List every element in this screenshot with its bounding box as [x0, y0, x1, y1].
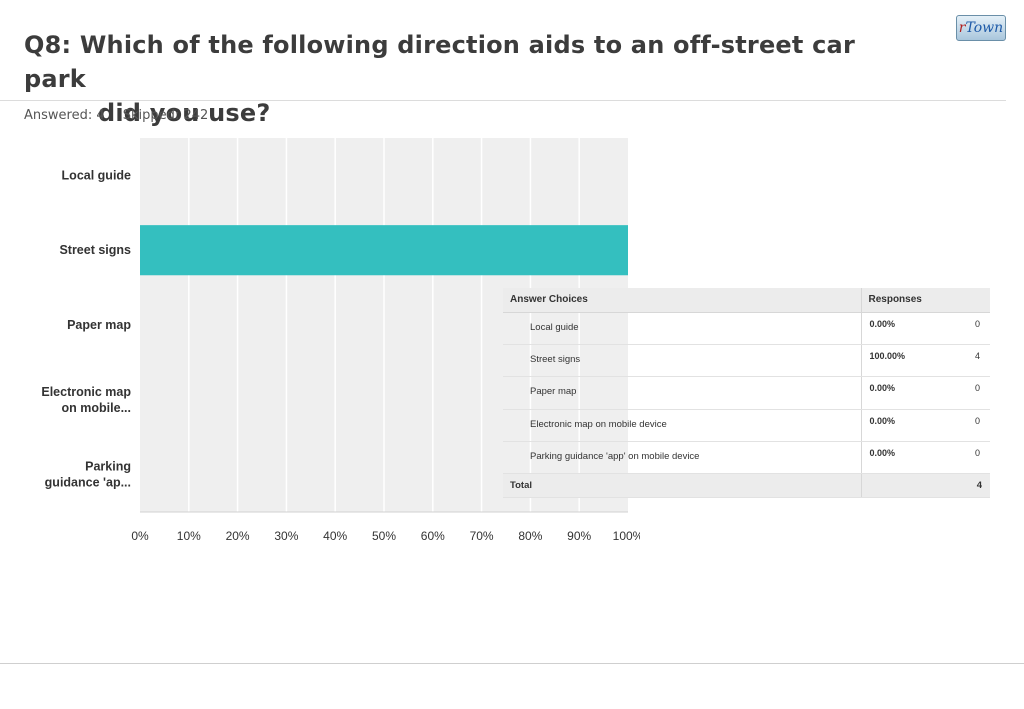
results-table: Answer Choices Responses Local guide 0.0… — [503, 288, 990, 499]
question-title-line-2: did you use? — [98, 99, 271, 127]
x-tick-label: 80% — [518, 529, 542, 543]
row-percent: 0.00% — [860, 409, 958, 443]
row-count: 4 — [957, 344, 990, 378]
total-label: Total — [503, 473, 861, 499]
answered-count: Answered: 4 — [24, 108, 105, 123]
table-total-row: Total 4 — [503, 473, 990, 499]
table-row: Electronic map on mobile device 0.00% 0 — [503, 409, 990, 443]
x-tick-label: 40% — [323, 529, 347, 543]
skipped-count: Skipped: 242 — [122, 108, 209, 123]
row-count: 0 — [957, 376, 990, 410]
row-choice: Electronic map on mobile device — [503, 409, 861, 443]
table-row: Parking guidance 'app' on mobile device … — [503, 441, 990, 475]
row-count: 0 — [957, 409, 990, 443]
category-label: Parking — [85, 460, 131, 474]
response-stats: Answered: 4 Skipped: 242 — [24, 108, 222, 123]
row-choice: Local guide — [503, 312, 861, 345]
table-row: Local guide 0.00% 0 — [503, 312, 990, 345]
x-tick-label: 0% — [131, 529, 149, 543]
row-percent: 0.00% — [860, 376, 958, 410]
category-label: Paper map — [67, 318, 131, 332]
header-divider — [0, 100, 1006, 101]
x-tick-label: 10% — [177, 529, 201, 543]
x-tick-label: 60% — [421, 529, 445, 543]
row-percent: 0.00% — [860, 441, 958, 475]
x-tick-label: 90% — [567, 529, 591, 543]
footer-divider — [0, 663, 1024, 664]
row-count: 0 — [957, 312, 990, 345]
category-label: Street signs — [59, 243, 131, 257]
row-choice: Parking guidance 'app' on mobile device — [503, 441, 861, 475]
row-percent: 0.00% — [860, 312, 958, 345]
question-title-line-1: Q8: Which of the following direction aid… — [24, 31, 855, 93]
x-tick-label: 50% — [372, 529, 396, 543]
table-row: Paper map 0.00% 0 — [503, 376, 990, 410]
row-count: 0 — [957, 441, 990, 475]
row-choice: Paper map — [503, 376, 861, 410]
bar — [140, 225, 628, 276]
rtown-logo: rTown — [956, 15, 1006, 41]
category-label: guidance 'ap... — [45, 476, 131, 490]
x-tick-label: 100% — [613, 529, 640, 543]
x-tick-label: 70% — [470, 529, 494, 543]
total-count: 4 — [860, 473, 990, 499]
category-label: Electronic map — [41, 385, 131, 399]
header-responses: Responses — [860, 288, 990, 313]
category-label: Local guide — [62, 168, 132, 182]
row-choice: Street signs — [503, 344, 861, 378]
category-label: on mobile... — [62, 401, 131, 415]
logo-letter-r: r — [958, 20, 966, 36]
x-tick-label: 20% — [226, 529, 250, 543]
question-title: Q8: Which of the following direction aid… — [24, 28, 924, 130]
x-tick-label: 30% — [274, 529, 298, 543]
logo-word-town: Town — [965, 20, 1004, 36]
table-row: Street signs 100.00% 4 — [503, 344, 990, 378]
results-table-header: Answer Choices Responses — [503, 288, 990, 313]
row-percent: 100.00% — [860, 344, 958, 378]
header-answer-choices: Answer Choices — [503, 288, 861, 313]
